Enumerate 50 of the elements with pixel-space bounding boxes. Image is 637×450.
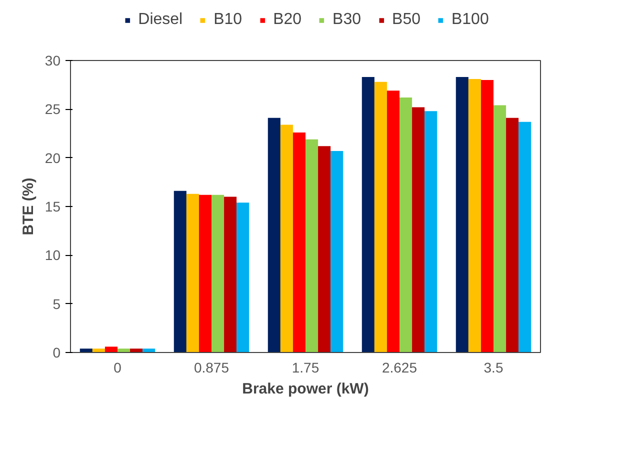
y-tick-label: 25 <box>44 101 61 118</box>
bar <box>212 194 224 352</box>
bar <box>80 348 92 352</box>
x-tick-label: 2.625 <box>382 360 418 376</box>
bar <box>386 90 400 352</box>
bar <box>400 97 412 352</box>
bar <box>104 346 118 352</box>
bar <box>118 348 130 352</box>
y-tick-label: 15 <box>44 198 61 214</box>
bar <box>236 202 250 352</box>
x-tick-label: 0.875 <box>194 360 230 376</box>
y-tick-label: 20 <box>44 150 61 166</box>
legend-label: B50 <box>392 11 420 29</box>
bar <box>330 151 344 352</box>
y-axis-title: BTE (%) <box>20 178 37 236</box>
bar <box>480 80 494 352</box>
bar <box>494 105 506 352</box>
x-axis-title: Brake power (kW) <box>242 380 369 398</box>
y-tick-label: 10 <box>44 247 61 264</box>
y-tick-label: 5 <box>52 296 61 312</box>
legend-label: B30 <box>332 11 362 29</box>
bar <box>224 196 237 352</box>
bar <box>518 122 532 352</box>
bar <box>268 118 280 352</box>
bar <box>186 194 199 352</box>
bar <box>306 139 318 352</box>
legend-label: B100 <box>451 11 489 29</box>
bar <box>142 348 156 352</box>
x-tick-label: 1.75 <box>292 360 320 376</box>
y-tick-label: 0 <box>52 344 61 360</box>
bar <box>456 77 468 352</box>
bar <box>198 194 212 352</box>
bar <box>130 348 143 352</box>
bar <box>374 82 387 352</box>
x-tick-label: 3.5 <box>484 360 504 376</box>
bar <box>174 190 186 352</box>
legend-label: Diesel <box>138 11 183 29</box>
legend-label: B10 <box>214 11 242 29</box>
bar <box>318 146 331 352</box>
bar <box>292 132 306 352</box>
y-tick-label: 30 <box>44 52 61 68</box>
bar <box>412 107 425 352</box>
bar <box>92 348 105 352</box>
x-tick-label: 0 <box>114 360 122 376</box>
bar <box>506 118 519 352</box>
legend-label: B20 <box>273 11 302 29</box>
bar <box>362 77 374 352</box>
bar <box>468 78 481 352</box>
bar <box>280 124 293 352</box>
bar <box>424 111 438 352</box>
